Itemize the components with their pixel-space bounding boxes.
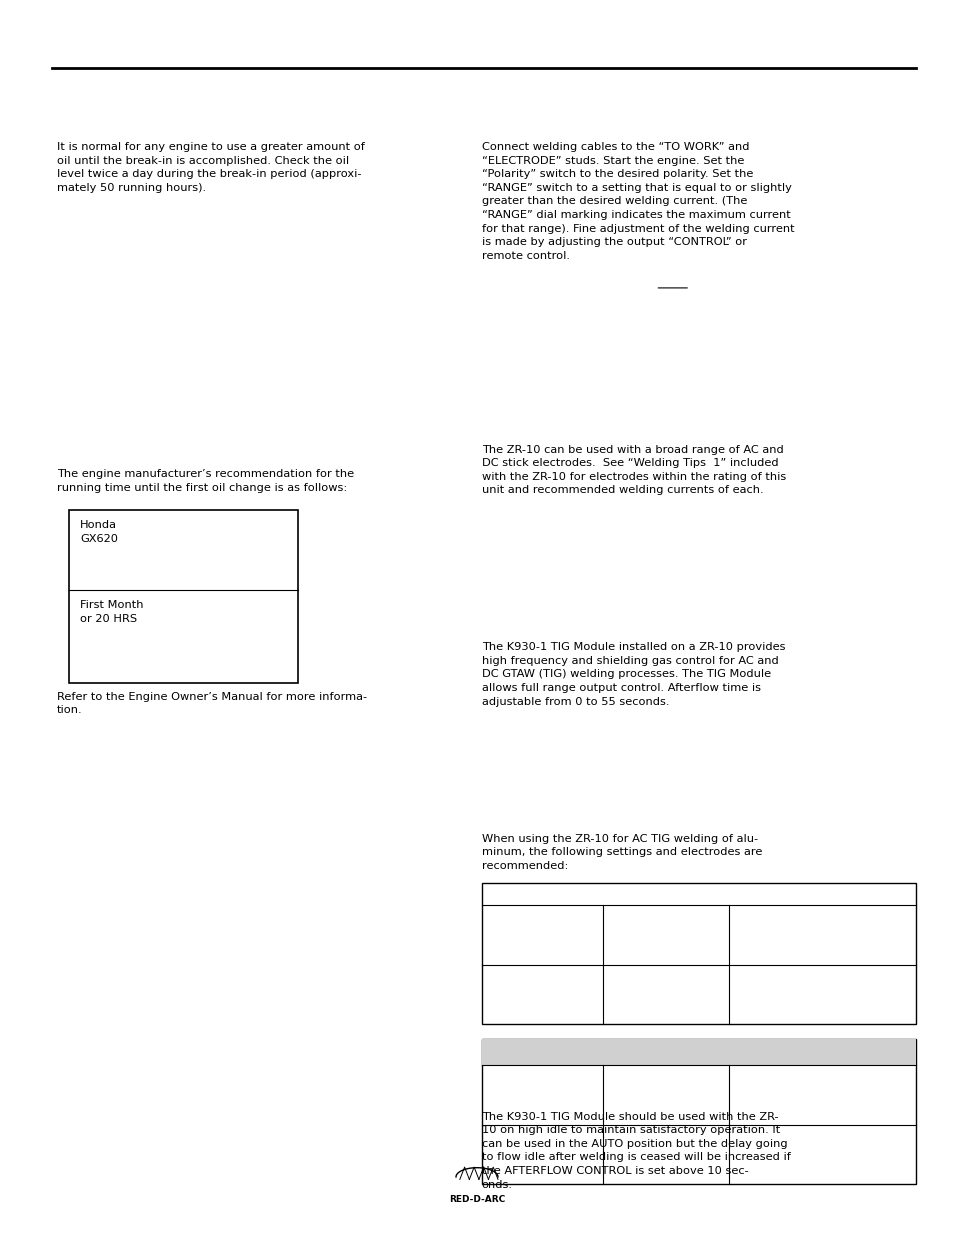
Text: When using the ZR-10 for AC TIG welding of alu-
minum, the following settings an: When using the ZR-10 for AC TIG welding … xyxy=(481,834,761,871)
Bar xyxy=(69,510,297,683)
Text: RED-D-ARC: RED-D-ARC xyxy=(449,1195,504,1204)
Text: First Month
or 20 HRS: First Month or 20 HRS xyxy=(80,600,144,624)
Text: The K930-1 TIG Module should be used with the ZR-
10 on high idle to maintain sa: The K930-1 TIG Module should be used wit… xyxy=(481,1112,790,1189)
Bar xyxy=(481,1039,915,1184)
Text: The K930-1 TIG Module installed on a ZR-10 provides
high frequency and shielding: The K930-1 TIG Module installed on a ZR-… xyxy=(481,642,784,706)
Text: Honda
GX620: Honda GX620 xyxy=(80,520,118,543)
Text: Refer to the Engine Owner’s Manual for more informa-
tion.: Refer to the Engine Owner’s Manual for m… xyxy=(57,692,367,715)
Text: The engine manufacturer’s recommendation for the
running time until the first oi: The engine manufacturer’s recommendation… xyxy=(57,469,354,493)
Bar xyxy=(481,1039,915,1066)
Text: It is normal for any engine to use a greater amount of
oil until the break-in is: It is normal for any engine to use a gre… xyxy=(57,142,365,193)
Bar xyxy=(481,883,915,1024)
Text: The ZR-10 can be used with a broad range of AC and
DC stick electrodes.  See “We: The ZR-10 can be used with a broad range… xyxy=(481,445,785,495)
Text: Connect welding cables to the “TO WORK” and
“ELECTRODE” studs. Start the engine.: Connect welding cables to the “TO WORK” … xyxy=(481,142,794,261)
